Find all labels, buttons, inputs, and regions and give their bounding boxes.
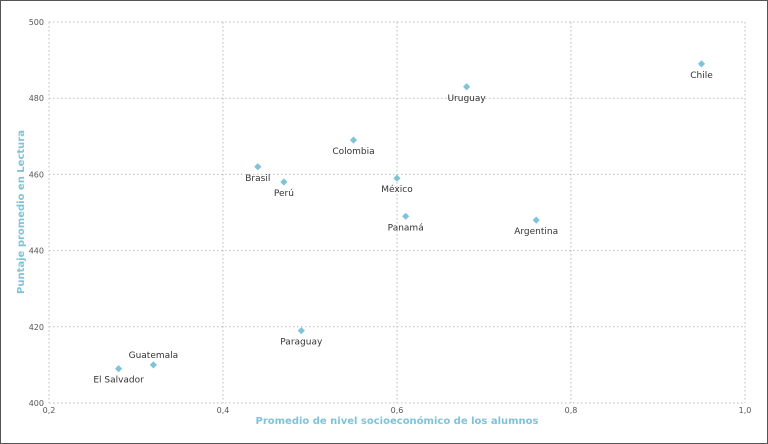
point-label-guatemala: Guatemala — [129, 351, 179, 361]
x-tick-label: 0,2 — [43, 406, 56, 415]
point-label-panama: Panamá — [388, 223, 424, 233]
y-tick-label: 440 — [29, 247, 44, 256]
label-layer: Chile Uruguay Colombia Brasil Perú México Pana… — [93, 71, 713, 386]
point-paraguay[interactable] — [297, 327, 305, 335]
y-axis-title: Puntaje promedio en Lectura — [16, 130, 27, 294]
point-label-el-salvador: El Salvador — [93, 376, 144, 386]
tick-layer: 0,2 0,4 0,6 0,8 1,0 400 420 440 460 480 500 — [29, 18, 752, 415]
point-layer — [115, 60, 706, 373]
point-brasil[interactable] — [254, 163, 262, 171]
grid-layer — [48, 21, 746, 404]
point-el-salvador[interactable] — [115, 365, 123, 373]
x-tick-label: 0,6 — [391, 406, 404, 415]
point-colombia[interactable] — [349, 136, 358, 144]
point-label-paraguay: Paraguay — [280, 338, 323, 348]
y-tick-label: 420 — [29, 323, 44, 332]
point-uruguay[interactable] — [463, 83, 471, 91]
point-label-chile: Chile — [690, 71, 713, 81]
point-label-mexico: México — [381, 184, 413, 195]
point-panama[interactable] — [402, 212, 410, 220]
y-tick-label: 480 — [29, 94, 44, 103]
point-label-peru: Perú — [274, 189, 294, 199]
x-tick-label: 0,8 — [565, 406, 578, 415]
x-axis-title: Promedio de nivel socioeconómico de los … — [255, 415, 538, 427]
point-label-uruguay: Uruguay — [447, 94, 486, 104]
x-tick-label: 0,4 — [217, 406, 230, 415]
point-label-brasil: Brasil — [245, 174, 270, 184]
point-peru[interactable] — [280, 178, 288, 186]
y-tick-label: 500 — [29, 18, 44, 27]
point-label-argentina: Argentina — [514, 227, 558, 237]
point-argentina[interactable] — [532, 216, 540, 224]
point-guatemala[interactable] — [149, 361, 157, 369]
x-tick-label: 1,0 — [739, 406, 752, 415]
point-mexico[interactable] — [393, 174, 401, 182]
point-chile[interactable] — [697, 60, 706, 68]
point-label-colombia: Colombia — [332, 147, 374, 157]
y-tick-label: 460 — [29, 170, 44, 179]
y-tick-label: 400 — [29, 399, 44, 408]
